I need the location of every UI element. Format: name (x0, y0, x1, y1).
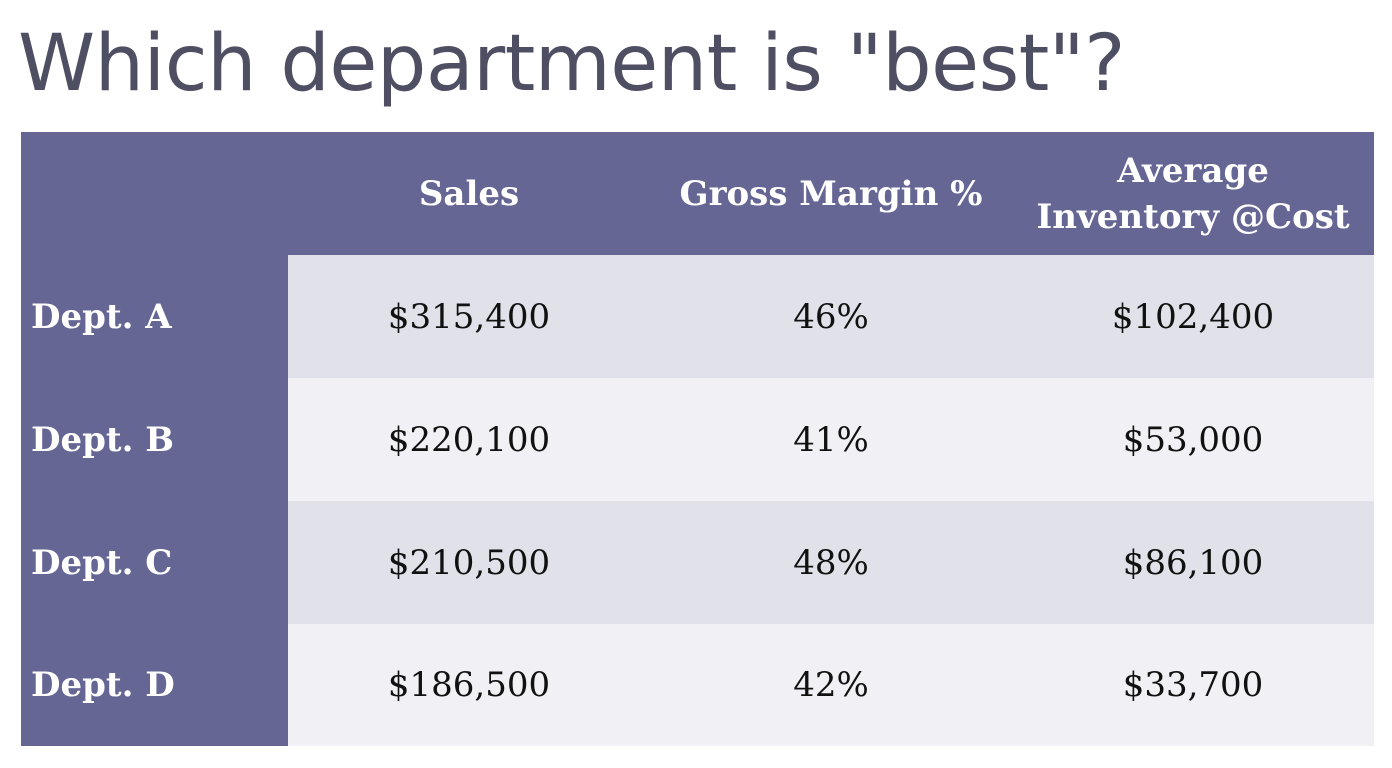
sales-cell: $186,500 (288, 624, 650, 746)
gross-margin-cell: 42% (650, 624, 1012, 746)
header-avg-inventory-line2: Inventory @Cost (1036, 196, 1350, 237)
row-label: Dept. B (21, 378, 288, 501)
table-row: Dept. B $220,100 41% $53,000 (21, 378, 1374, 501)
gross-margin-cell: 46% (650, 255, 1012, 378)
gross-margin-cell: 48% (650, 501, 1012, 624)
header-sales: Sales (288, 132, 650, 255)
sales-cell: $315,400 (288, 255, 650, 378)
row-label: Dept. D (21, 624, 288, 746)
slide-title: Which department is "best"? (18, 19, 1126, 109)
table-row: Dept. A $315,400 46% $102,400 (21, 255, 1374, 378)
table-row: Dept. C $210,500 48% $86,100 (21, 501, 1374, 624)
avg-inventory-cell: $86,100 (1012, 501, 1374, 624)
sales-cell: $210,500 (288, 501, 650, 624)
sales-cell: $220,100 (288, 378, 650, 501)
table-header-row: Sales Gross Margin % Average Inventory @… (21, 132, 1374, 255)
header-corner-cell (21, 132, 288, 255)
header-avg-inventory-line1: Average (1117, 150, 1269, 191)
row-label: Dept. C (21, 501, 288, 624)
header-avg-inventory: Average Inventory @Cost (1012, 132, 1374, 255)
table-row: Dept. D $186,500 42% $33,700 (21, 624, 1374, 746)
gross-margin-cell: 41% (650, 378, 1012, 501)
avg-inventory-cell: $33,700 (1012, 624, 1374, 746)
header-gross-margin: Gross Margin % (650, 132, 1012, 255)
department-comparison-table: Sales Gross Margin % Average Inventory @… (21, 132, 1374, 746)
avg-inventory-cell: $102,400 (1012, 255, 1374, 378)
row-label: Dept. A (21, 255, 288, 378)
avg-inventory-cell: $53,000 (1012, 378, 1374, 501)
